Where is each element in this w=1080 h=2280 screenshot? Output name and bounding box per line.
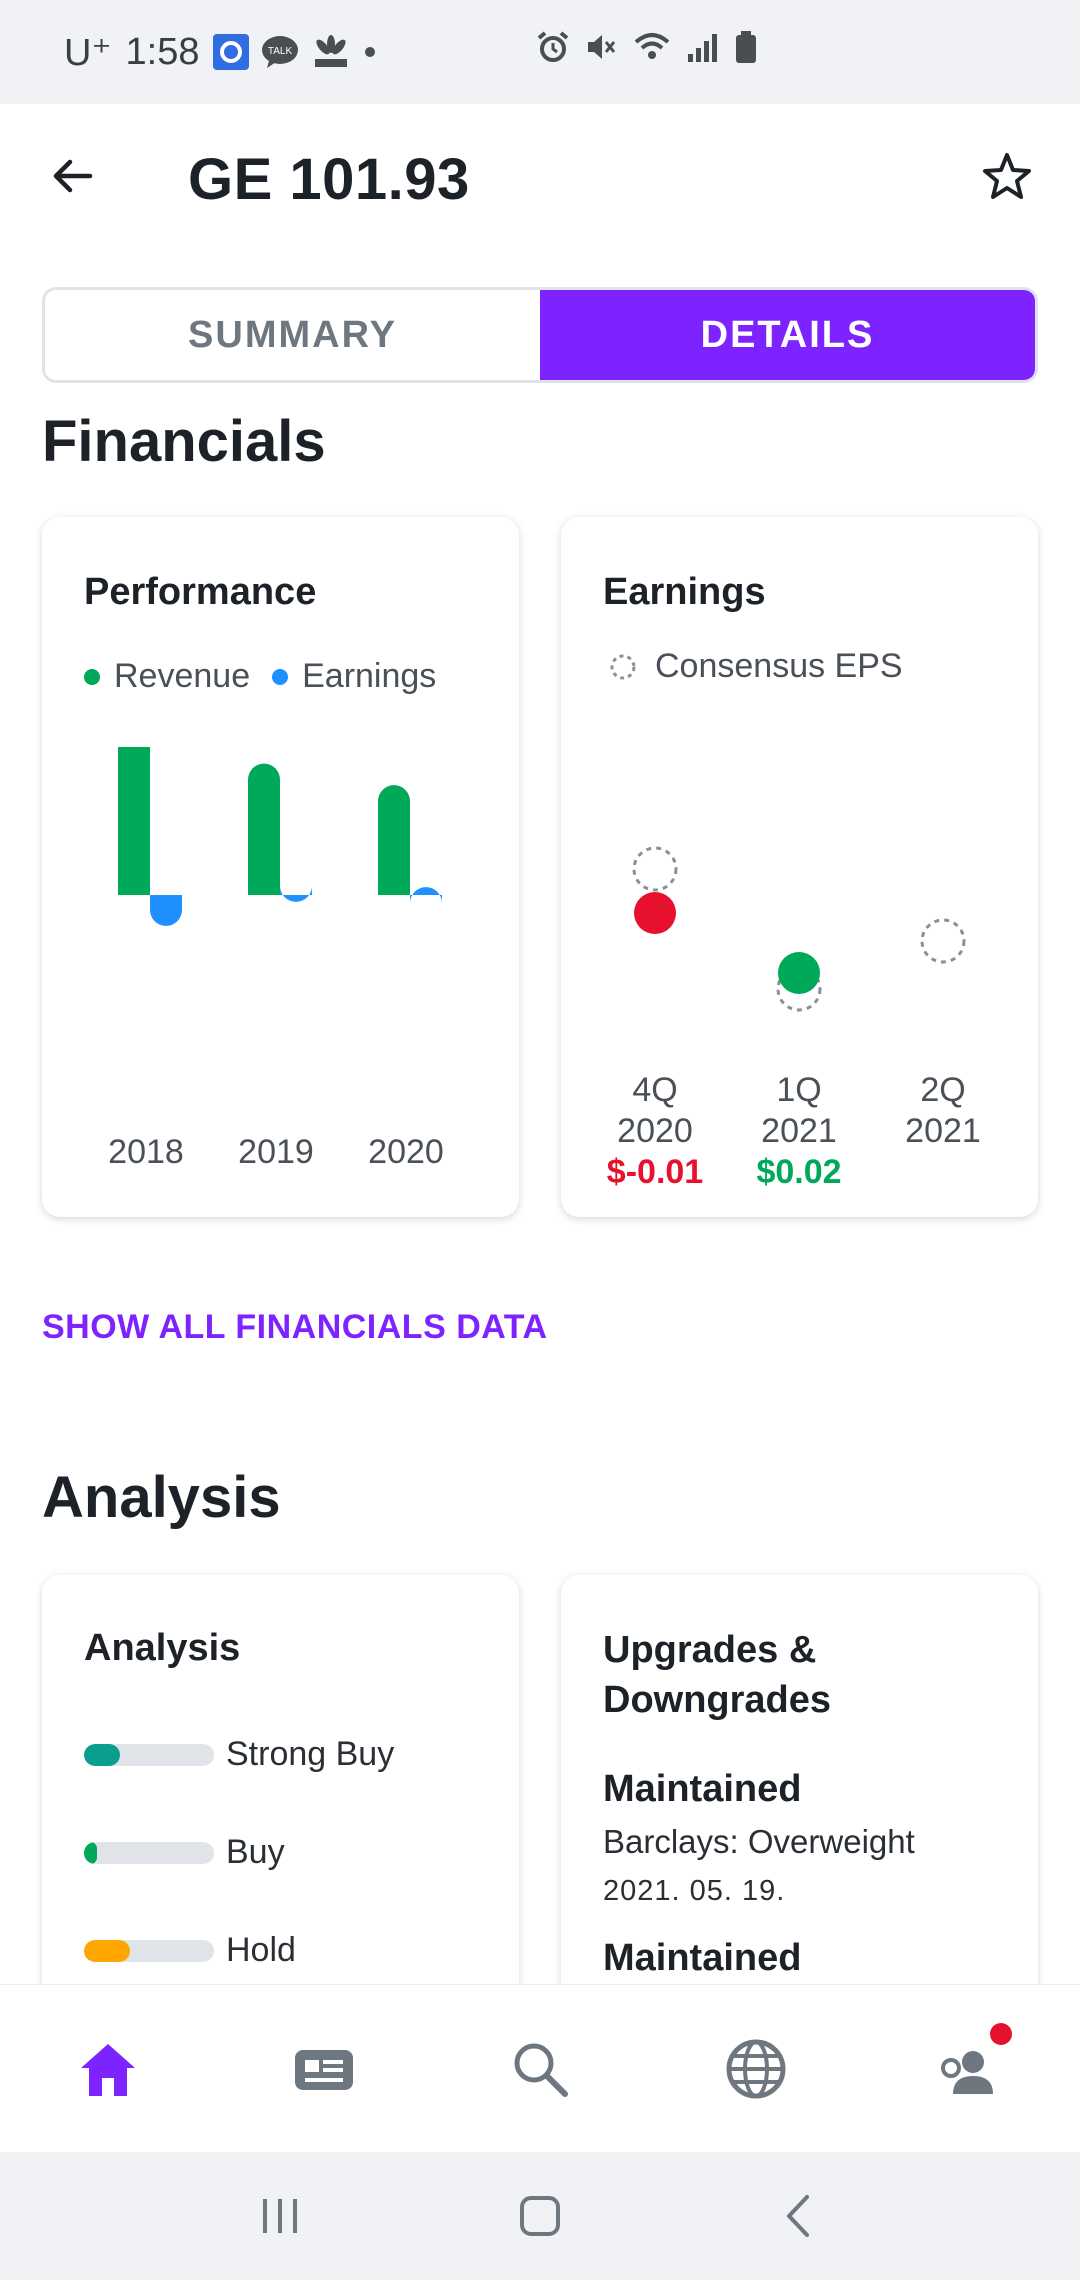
revenue-bar: [378, 785, 410, 895]
recent-apps-icon[interactable]: [255, 2191, 305, 2241]
year-tick-label: 2020: [617, 1112, 693, 1150]
rating-bar-fill: [84, 1743, 121, 1766]
consensus-legend-marker: [610, 654, 636, 679]
quarter-tick-label: 4Q: [632, 1071, 677, 1109]
alarm-icon: [536, 30, 570, 74]
back-button[interactable]: [44, 148, 100, 204]
performance-card[interactable]: Performance Revenue Earnings 2018 2019 202…: [42, 517, 519, 1217]
svg-text:TALK: TALK: [268, 46, 293, 57]
app-icon: [213, 34, 250, 70]
eps-legend: Consensus EPS: [609, 647, 903, 686]
rating-row-buy: Buy: [84, 1833, 285, 1872]
quarter-tick-label: 1Q: [776, 1071, 821, 1109]
profile-icon: [941, 2050, 993, 2094]
revenue-legend-dot: [84, 668, 100, 685]
bottom-navigation: [0, 1984, 1080, 2152]
news-icon: [295, 2049, 353, 2090]
rating-row-hold: Hold: [84, 1931, 296, 1970]
eps-value-label: $0.02: [756, 1153, 841, 1191]
rating-bar: [84, 1841, 214, 1864]
consensus-eps-marker: [920, 918, 966, 964]
revenue-bar: [248, 763, 280, 895]
upgrade-status: Maintained: [603, 1937, 802, 1979]
rating-bar: [84, 1743, 214, 1766]
revenue-bar: [118, 747, 150, 895]
earnings-bar: [150, 895, 182, 926]
rating-label: Buy: [226, 1833, 285, 1871]
revenue-legend-label: Revenue: [114, 657, 251, 695]
year-tick-label: 2021: [761, 1112, 837, 1150]
rating-bar-fill: [84, 1939, 130, 1962]
upgrade-date: 2021. 05. 19.: [603, 1875, 786, 1907]
signal-icon: [686, 30, 720, 74]
tab-details[interactable]: DETAILS: [540, 290, 1035, 380]
page-title: GE 101.93: [188, 147, 470, 212]
analysis-card-title: Analysis: [84, 1627, 241, 1669]
wifi-icon: [632, 30, 672, 74]
star-outline-icon: [983, 153, 1031, 199]
rating-bar: [84, 1939, 214, 1962]
year-tick-label: 2019: [238, 1133, 314, 1171]
upgrades-title: Upgrades & Downgrades: [603, 1629, 832, 1721]
year-tick-label: 2021: [905, 1112, 981, 1150]
performance-title: Performance: [84, 571, 317, 613]
analysis-heading: Analysis: [42, 1465, 281, 1530]
analysis-card[interactable]: Analysis Strong Buy Buy Hold: [42, 1575, 519, 2055]
battery-icon: [734, 30, 758, 74]
arrow-left-icon: [53, 159, 93, 193]
talk-icon: TALK: [261, 35, 299, 69]
mute-icon: [584, 30, 618, 74]
status-bar: U⁺ 1:58 TALK: [0, 0, 1080, 104]
nav-markets[interactable]: [648, 1985, 864, 2152]
actual-eps-marker: [634, 892, 676, 934]
upgrade-status: Maintained: [603, 1768, 802, 1810]
home-icon: [81, 2043, 135, 2096]
nav-search[interactable]: [432, 1985, 648, 2152]
year-tick-label: 2020: [368, 1133, 444, 1171]
segmented-tabs: SUMMARY DETAILS: [42, 287, 1038, 383]
earnings-legend-dot: [272, 668, 289, 685]
earnings-legend-label: Earnings: [302, 657, 437, 695]
show-all-financials-link[interactable]: SHOW ALL FINANCIALS DATA: [42, 1308, 548, 1346]
earnings-title: Earnings: [603, 571, 766, 613]
home-button-icon[interactable]: [515, 2191, 565, 2241]
nav-home[interactable]: [0, 1985, 216, 2152]
rating-label: Hold: [226, 1931, 296, 1969]
performance-chart: 2018 2019 2020: [108, 747, 444, 1171]
rating-bar-fill: [84, 1841, 97, 1864]
back-nav-icon[interactable]: [775, 2191, 825, 2241]
dot-icon: [363, 45, 377, 59]
earnings-card[interactable]: Earnings Consensus EPS 4Q 2020 $-0.01 1Q 202…: [561, 517, 1038, 1217]
search-icon: [514, 2043, 568, 2097]
nav-profile[interactable]: [864, 1985, 1080, 2152]
carrier-label: U⁺: [64, 31, 112, 74]
globe-icon: [726, 2039, 786, 2098]
eps-legend-label: Consensus EPS: [655, 647, 903, 685]
consensus-eps-marker: [632, 846, 678, 892]
financials-heading: Financials: [42, 409, 326, 474]
upgrades-card[interactable]: Upgrades & Downgrades Maintained Barclay…: [561, 1575, 1038, 2055]
system-navigation-bar: [0, 2152, 1080, 2280]
tab-summary[interactable]: SUMMARY: [45, 290, 540, 380]
quarter-tick-label: 2Q: [920, 1071, 965, 1109]
earnings-bar: [410, 887, 442, 904]
actual-eps-marker: [778, 952, 820, 994]
eps-value-label: $-0.01: [607, 1153, 703, 1191]
cnbc-icon: [311, 35, 351, 69]
notification-badge: [990, 2023, 1012, 2045]
rating-label: Strong Buy: [226, 1735, 395, 1773]
upgrade-firm: Barclays: Overweight: [603, 1823, 915, 1860]
earnings-bar: [280, 885, 312, 902]
clock: 1:58: [125, 30, 200, 73]
consensus-eps-marker: [776, 966, 822, 1012]
nav-news[interactable]: [216, 1985, 432, 2152]
year-tick-label: 2018: [108, 1133, 184, 1171]
rating-row-strong-buy: Strong Buy: [84, 1735, 394, 1774]
performance-legend: Revenue Earnings: [84, 657, 436, 696]
watchlist-star-button[interactable]: [980, 150, 1036, 206]
